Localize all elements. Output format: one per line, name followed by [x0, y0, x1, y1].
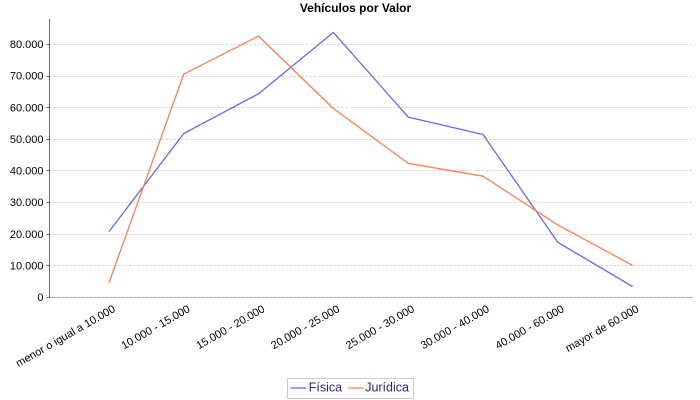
svg-text:10.000: 10.000: [10, 260, 44, 272]
svg-text:40.000: 40.000: [10, 166, 44, 178]
svg-text:70.000: 70.000: [10, 71, 44, 83]
svg-text:60.000: 60.000: [10, 102, 44, 114]
svg-text:50.000: 50.000: [10, 134, 44, 146]
svg-text:0: 0: [37, 292, 43, 304]
svg-text:20.000: 20.000: [10, 229, 44, 241]
svg-text:Vehículos por Valor: Vehículos por Valor: [300, 1, 412, 15]
svg-text:Física: Física: [309, 381, 342, 395]
svg-text:30.000: 30.000: [10, 197, 44, 209]
svg-text:Jurídica: Jurídica: [365, 381, 409, 395]
svg-text:80.000: 80.000: [10, 39, 44, 51]
